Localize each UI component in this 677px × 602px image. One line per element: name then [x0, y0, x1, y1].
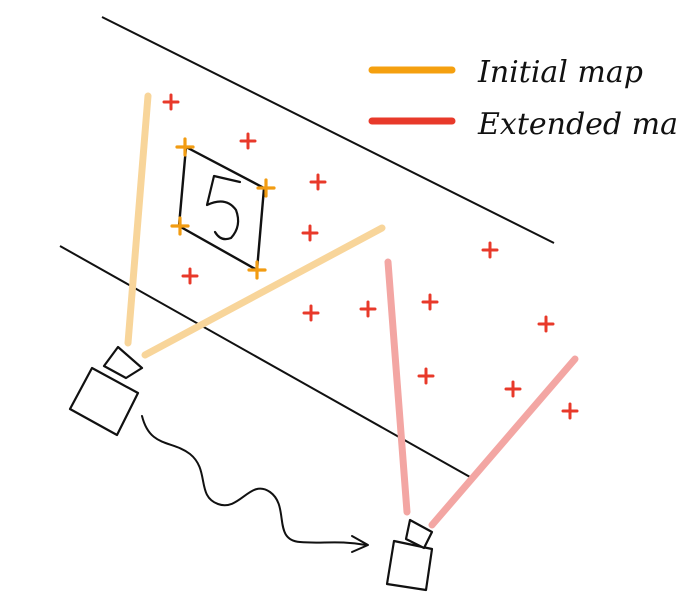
legend-label-initial: Initial map — [477, 55, 643, 90]
camera-body — [68, 366, 140, 437]
marker-icon — [537, 315, 555, 333]
camera-icon — [68, 345, 144, 437]
marker-icon — [181, 267, 199, 285]
extended-view-ray-left — [384, 258, 411, 516]
marker-icon — [359, 300, 377, 318]
camera-icon — [385, 518, 434, 592]
camera-lens — [102, 345, 144, 380]
landmark-frame — [177, 145, 266, 272]
camera-body — [385, 539, 434, 592]
marker-icon — [162, 93, 180, 111]
marker-icon — [256, 178, 276, 198]
marker-icon — [301, 224, 319, 242]
initial-view-ray-left — [124, 92, 152, 347]
legend: Initial map Extended map — [368, 55, 677, 142]
initial-view-ray-right — [141, 224, 386, 359]
extended-view-ray-right — [428, 355, 579, 529]
marker-icon — [175, 137, 195, 157]
extended-map-markers — [162, 93, 579, 420]
motion-arrow-head — [351, 535, 369, 553]
legend-label-extended: Extended map — [477, 107, 677, 142]
marker-icon — [302, 304, 320, 322]
motion-trajectory — [141, 415, 367, 546]
marker-icon — [170, 216, 190, 236]
marker-icon — [421, 293, 439, 311]
marker-icon — [239, 132, 257, 150]
corridor-top-boundary — [101, 16, 555, 244]
marker-icon — [417, 367, 435, 385]
landmark-board — [177, 145, 266, 272]
marker-icon — [309, 173, 327, 191]
camera-lens — [404, 518, 434, 550]
marker-icon — [247, 260, 267, 280]
initial-map-markers — [170, 137, 276, 280]
marker-icon — [504, 380, 522, 398]
marker-icon — [481, 241, 499, 259]
motion-arrow-icon — [141, 415, 369, 553]
landmark-glyph — [205, 174, 242, 241]
marker-icon — [561, 402, 579, 420]
